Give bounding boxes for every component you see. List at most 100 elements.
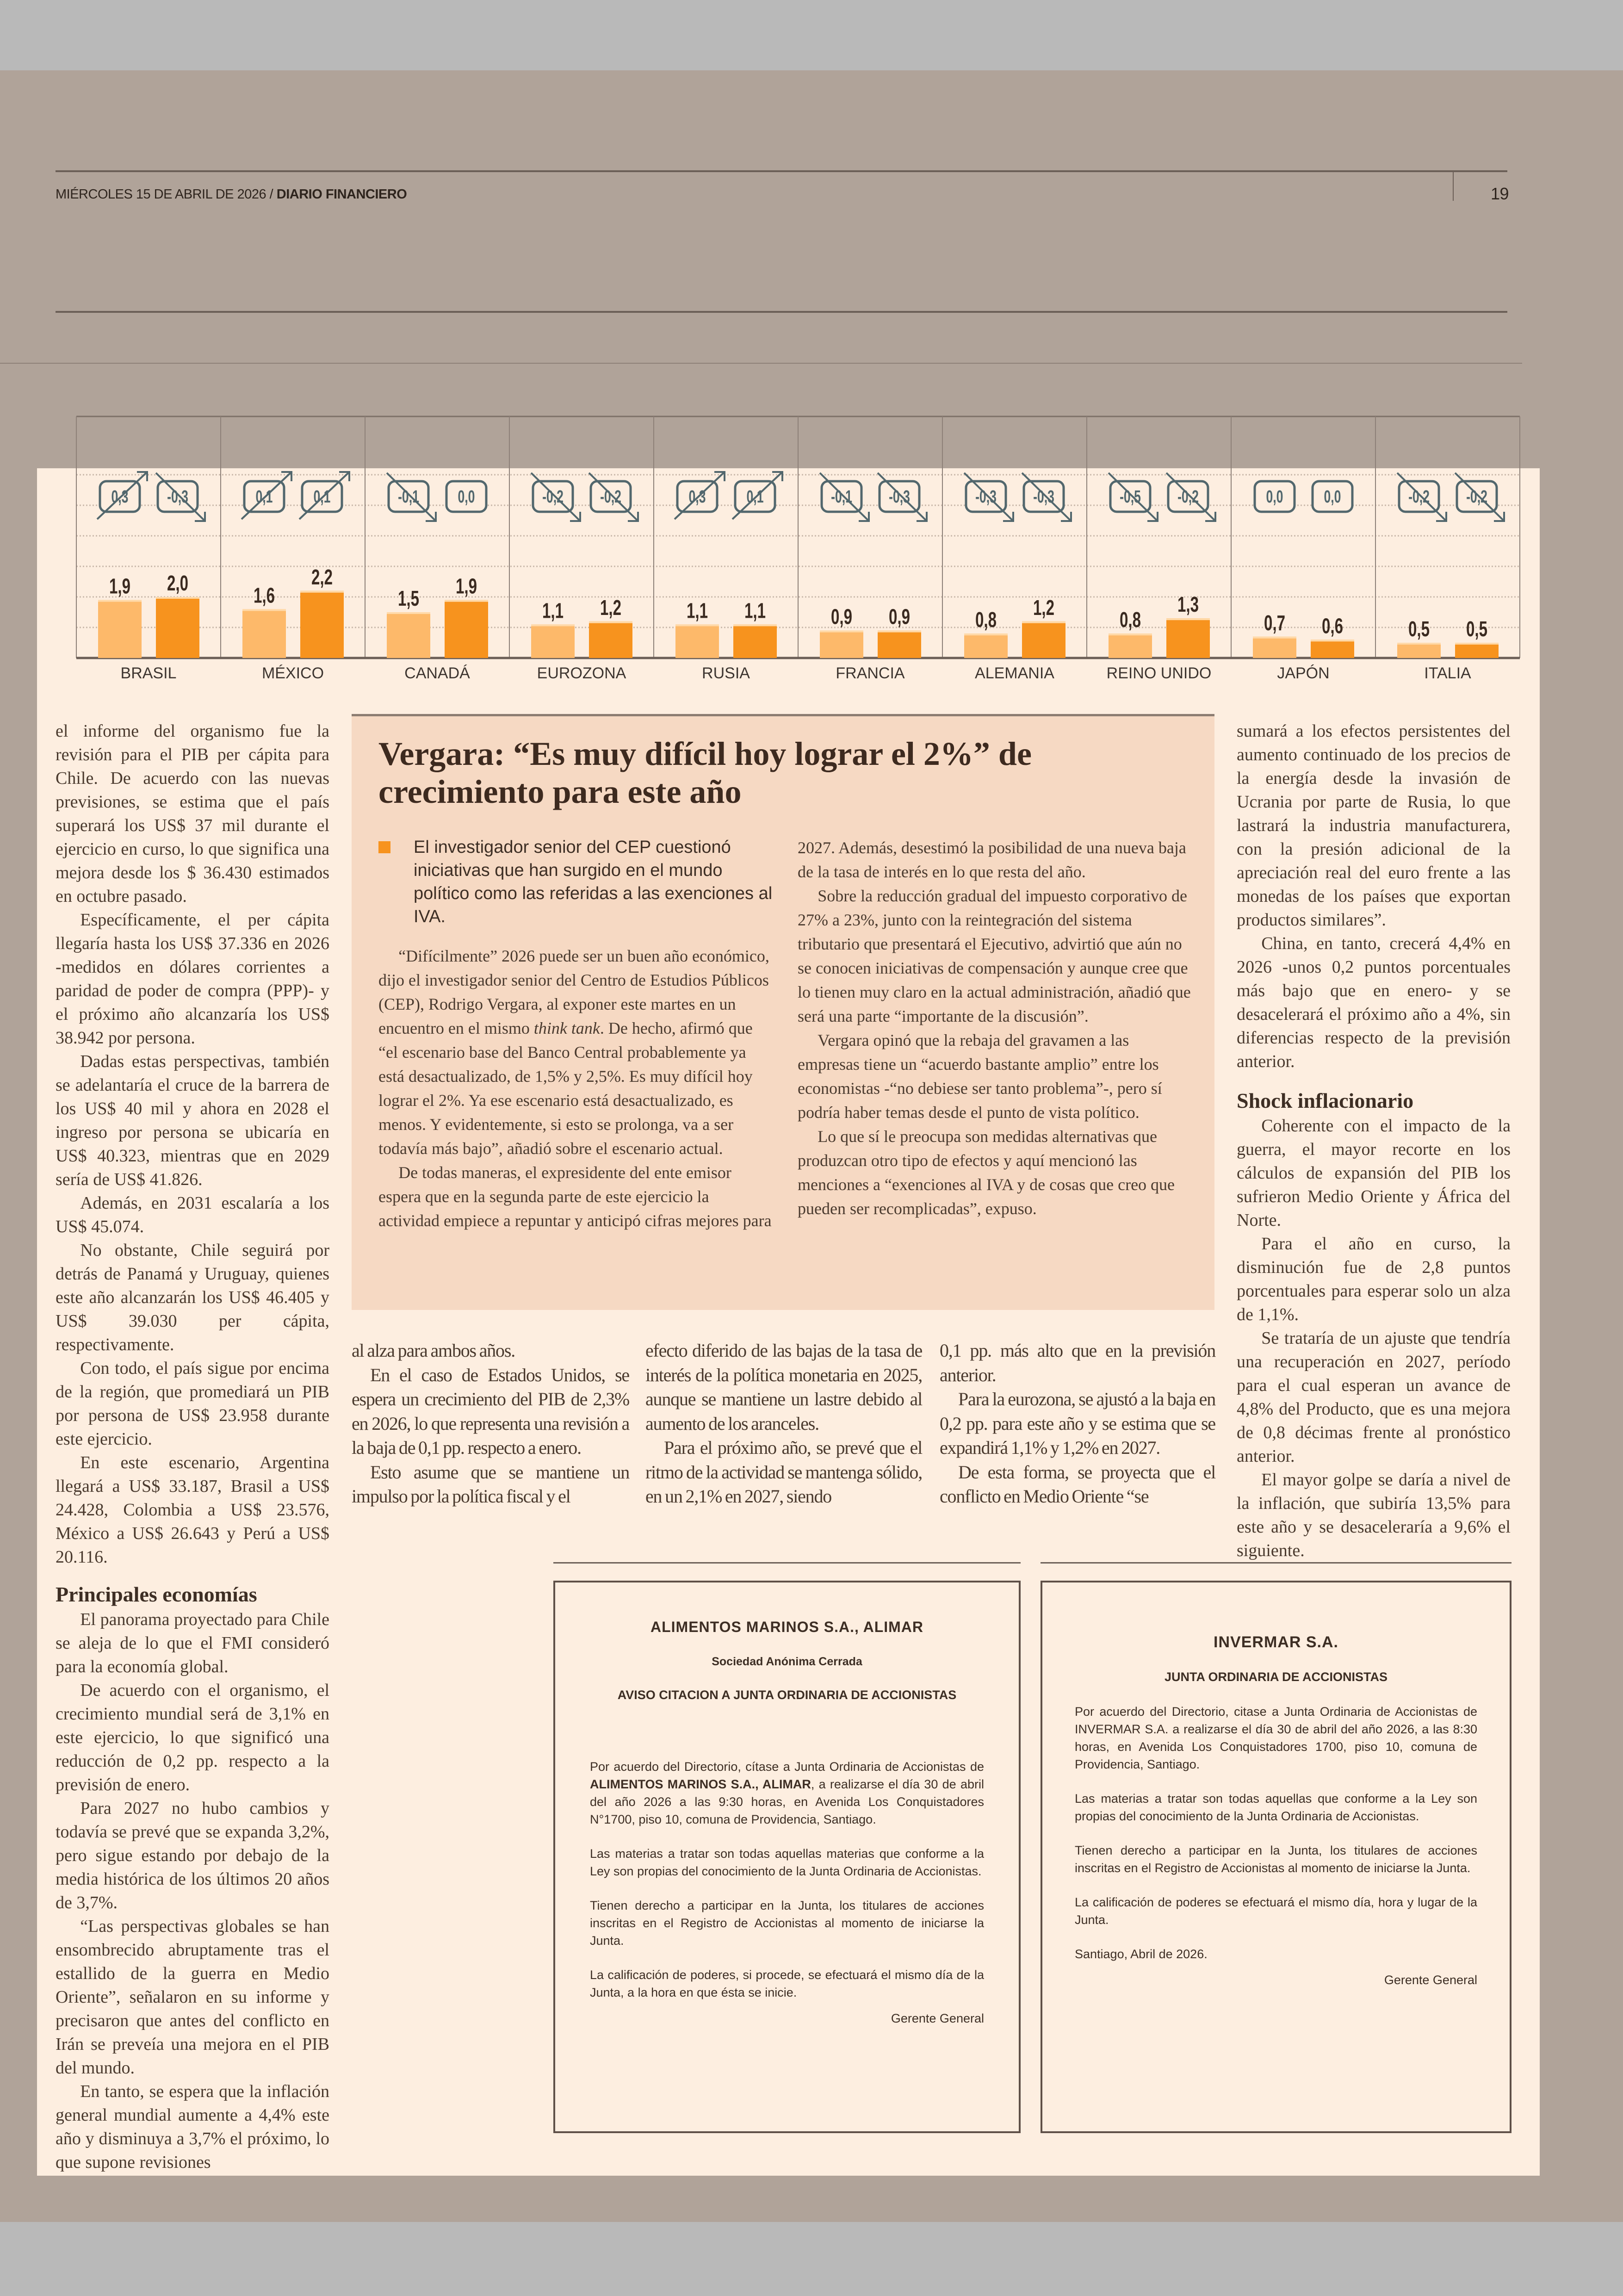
paragraph: Además, en 2031 escalaría a los US$ 45.0…	[56, 1193, 329, 1236]
article-column-1: el informe del organismo fue la revisión…	[56, 720, 329, 2174]
paragraph: sumará a los efectos persistentes del au…	[1237, 721, 1511, 930]
bar	[1109, 633, 1152, 658]
legal-notice-invermar: INVERMAR S.A. JUNTA ORDINARIA DE ACCIONI…	[1041, 1581, 1511, 2133]
bar-highlight	[1311, 639, 1354, 642]
bar-highlight	[445, 600, 488, 602]
bar	[156, 597, 199, 658]
revision-badge: -0,1	[819, 472, 870, 522]
paragraph: Para el año en curso, la disminución fue…	[1237, 1234, 1511, 1324]
revision-badge: -0,2	[530, 472, 581, 522]
revision-badge: -0,3	[963, 472, 1014, 522]
bar-highlight	[242, 609, 286, 611]
country-label: RUSIA	[702, 664, 750, 682]
bar	[242, 609, 286, 658]
badge-frame	[1253, 480, 1296, 513]
arrow-down-icon	[1165, 472, 1216, 522]
arrow-down-icon	[155, 472, 206, 522]
revision-badge: -0,2	[588, 472, 639, 522]
revision-badge: -0,3	[1021, 472, 1072, 522]
badge-value: -0,3	[889, 486, 910, 506]
arrow-down-icon	[1396, 472, 1447, 522]
badge-frame	[1311, 480, 1354, 513]
paragraph: 0,1 pp. más alto que en la previsión ant…	[940, 1340, 1216, 1385]
ad-paragraph: Tienen derecho a participar en la Junta,…	[590, 1899, 984, 1948]
bar	[964, 633, 1008, 658]
col1-paragraphs: el informe del organismo fue la revisión…	[56, 720, 329, 1569]
paragraph: al alza para ambos años.	[352, 1340, 515, 1361]
bar-value-label: 0,9	[889, 605, 910, 628]
country-label: ITALIA	[1424, 664, 1471, 682]
bar	[1253, 636, 1296, 658]
revision-badge: -0,3	[155, 472, 206, 522]
bullet-square-icon	[378, 841, 390, 853]
paragraph: el informe del organismo fue la revisión…	[56, 721, 329, 906]
revision-badge: 0,0	[445, 480, 488, 513]
box-title: Vergara: “Es muy difícil hoy lograr el 2…	[378, 735, 1032, 810]
ad-paragraph: Las materias a tratar son todas aquellas…	[590, 1847, 984, 1878]
header-date: MIÉRCOLES 15 DE ABRIL DE 2026 /	[56, 187, 277, 202]
ad-signature: Gerente General	[1384, 1973, 1477, 1987]
bar-highlight	[1166, 618, 1210, 621]
badge-value: -0,1	[831, 486, 852, 506]
revision-badge: -0,5	[1108, 472, 1158, 522]
right-paragraphs-2: Coherente con el impacto de la guerra, e…	[1237, 1114, 1511, 1563]
arrow-up-icon	[96, 471, 148, 520]
header-rule	[56, 170, 1507, 172]
gdp-forecast-chart: 1,9 0,3 2,0 -0,3 BRASIL 1,6 0,1 2,2 0,1 MÉXICO 1,5…	[76, 416, 1520, 682]
bar	[820, 630, 863, 658]
bar	[387, 612, 430, 658]
bar	[878, 630, 921, 658]
bar-highlight	[589, 621, 632, 623]
arrow-down-icon	[386, 472, 437, 522]
badge-value: -0,2	[1408, 486, 1430, 506]
arrow-up-icon	[731, 471, 783, 520]
bar	[1397, 643, 1441, 658]
arrow-up-icon	[298, 471, 350, 520]
country-label: JAPÓN	[1277, 664, 1329, 682]
page-number: 19	[1491, 184, 1509, 203]
bar-value-label: 0,8	[975, 608, 997, 632]
ad-notice-title: AVISO CITACION A JUNTA ORDINARIA DE ACCI…	[617, 1688, 957, 1702]
bar-value-label: 1,2	[600, 596, 621, 620]
bar	[1022, 621, 1065, 658]
bar-highlight	[1109, 633, 1152, 636]
text: , a realizarse el día 30 de abril del añ…	[590, 1777, 984, 1826]
ad-paragraph: Las materias a tratar son todas aquellas…	[1075, 1792, 1477, 1823]
paragraph: Con todo, el país sigue por encima de la…	[56, 1359, 329, 1449]
badge-value: -0,5	[1120, 486, 1141, 506]
arrow-down-icon	[588, 472, 639, 522]
arrow-down-icon	[877, 472, 928, 522]
text: “Difícilmente” 2026 puede ser un buen añ…	[378, 947, 769, 1037]
box-body: El investigador senior del CEP cuestionó…	[378, 836, 1193, 1233]
text: . De hecho, afirmó que “el escenario bas…	[378, 1019, 753, 1158]
paragraph: En este escenario, Argentina llegará a U…	[56, 1453, 329, 1567]
ad-paragraph: Tienen derecho a participar en la Junta,…	[1075, 1843, 1477, 1875]
ad-rule	[1041, 1562, 1511, 1564]
arrow-down-icon	[963, 472, 1014, 522]
sidebar-box: Vergara: “Es muy difícil hoy lograr el 2…	[352, 714, 1214, 1310]
bar	[589, 621, 632, 658]
paragraph: En tanto, se espera que la inflación gen…	[56, 2082, 329, 2172]
ad-paragraph: La calificación de poderes, si procede, …	[590, 1968, 984, 1999]
country-label: CANADÁ	[404, 664, 470, 682]
box-lead-text: El investigador senior del CEP cuestionó…	[414, 838, 773, 926]
box-paragraphs: De todas maneras, el expresidente del en…	[378, 836, 1193, 1233]
revision-badge: 0,3	[96, 471, 148, 520]
revision-badge: -0,2	[1454, 472, 1505, 522]
badge-value: 0,0	[1324, 486, 1341, 506]
country-label: MÉXICO	[262, 664, 324, 682]
paragraph: Coherente con el impacto de la guerra, e…	[1237, 1116, 1511, 1230]
badge-value: -0,3	[975, 486, 997, 506]
bar	[1455, 643, 1499, 658]
revision-badge: -0,3	[877, 472, 928, 522]
header-divider	[1453, 172, 1454, 201]
bar	[675, 624, 719, 658]
bar-highlight	[1022, 621, 1065, 623]
badge-value: -0,2	[1177, 486, 1199, 506]
paragraph: Se trataría de un ajuste que tendría una…	[1237, 1328, 1511, 1466]
bar-highlight	[1253, 636, 1296, 639]
arrow-up-icon	[241, 471, 292, 520]
bar-highlight	[98, 600, 142, 602]
country-label: EUROZONA	[537, 664, 626, 682]
article-column-5: sumará a los efectos persistentes del au…	[1237, 720, 1511, 1563]
